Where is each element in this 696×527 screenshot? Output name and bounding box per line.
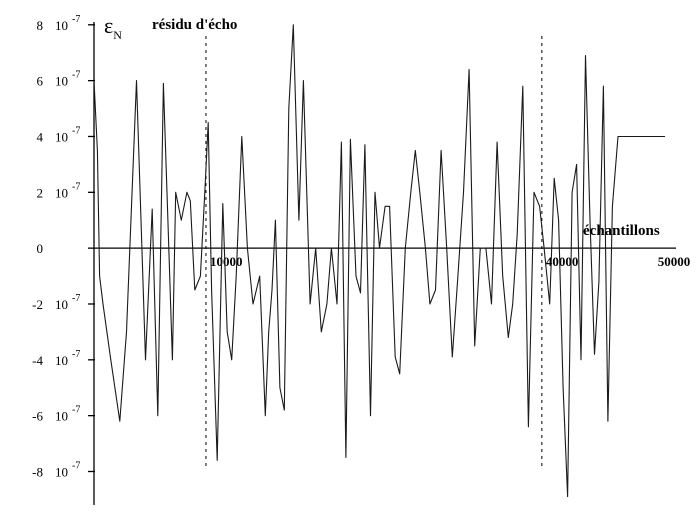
- y-tick-label-exponent: -7: [72, 181, 80, 192]
- y-tick-label-power: 10: [55, 74, 68, 89]
- y-tick-label-exponent: -7: [72, 460, 80, 471]
- series-layer: [93, 24, 665, 498]
- x-axis-ticks: 10000 40000 50000: [210, 254, 690, 269]
- y-tick-label-coef: 6: [37, 74, 44, 89]
- y-tick-label-power: 10: [55, 129, 68, 144]
- y-tick-label-power: 10: [55, 297, 68, 312]
- y-tick-label-coef: 0: [37, 241, 44, 256]
- dashed-marker-lines: [205, 36, 543, 468]
- y-tick-label-coef: 8: [37, 18, 44, 33]
- y-tick-label-exponent: -7: [72, 70, 80, 81]
- y-tick-label-coef: -2: [32, 297, 43, 312]
- y-tick-label-exponent: -7: [72, 14, 80, 25]
- y-tick-label-exponent: -7: [72, 293, 80, 304]
- y-axis-ticks: 8 10 -7 6 10 -7 4 10 -7 2 10 -7 0 -2 10 -7 -4 10 -7 -6 10 -7 -…: [32, 14, 95, 479]
- y-tick-label-exponent: -7: [72, 125, 80, 136]
- y-tick-label-coef: 4: [37, 129, 44, 144]
- x-tick-label: 50000: [658, 254, 691, 269]
- y-tick-label-exponent: -7: [72, 349, 80, 360]
- y-tick-label-power: 10: [55, 185, 68, 200]
- y-tick-label-exponent: -7: [72, 405, 80, 416]
- x-axis-label: échantillons: [583, 223, 660, 239]
- x-tick-label: 10000: [210, 254, 243, 269]
- labels-layer: εN résidu d'écho échantillons: [104, 13, 660, 239]
- x-tick-label: 40000: [546, 254, 579, 269]
- y-tick-label-power: 10: [55, 353, 68, 368]
- y-tick-label-coef: -4: [32, 353, 43, 368]
- y-axis-label: εN: [104, 13, 122, 42]
- y-tick-label-power: 10: [55, 18, 68, 33]
- y-tick-label-power: 10: [55, 409, 68, 424]
- y-tick-label-coef: -6: [32, 409, 43, 424]
- chart-title: résidu d'écho: [152, 17, 237, 33]
- y-tick-label-coef: -8: [32, 464, 43, 479]
- series-line: [93, 24, 665, 498]
- y-tick-label-coef: 2: [37, 185, 44, 200]
- y-tick-label-power: 10: [55, 464, 68, 479]
- plot-layer: 8 10 -7 6 10 -7 4 10 -7 2 10 -7 0 -2 10 -7 -4 10 -7 -6 10 -7 -…: [32, 14, 690, 505]
